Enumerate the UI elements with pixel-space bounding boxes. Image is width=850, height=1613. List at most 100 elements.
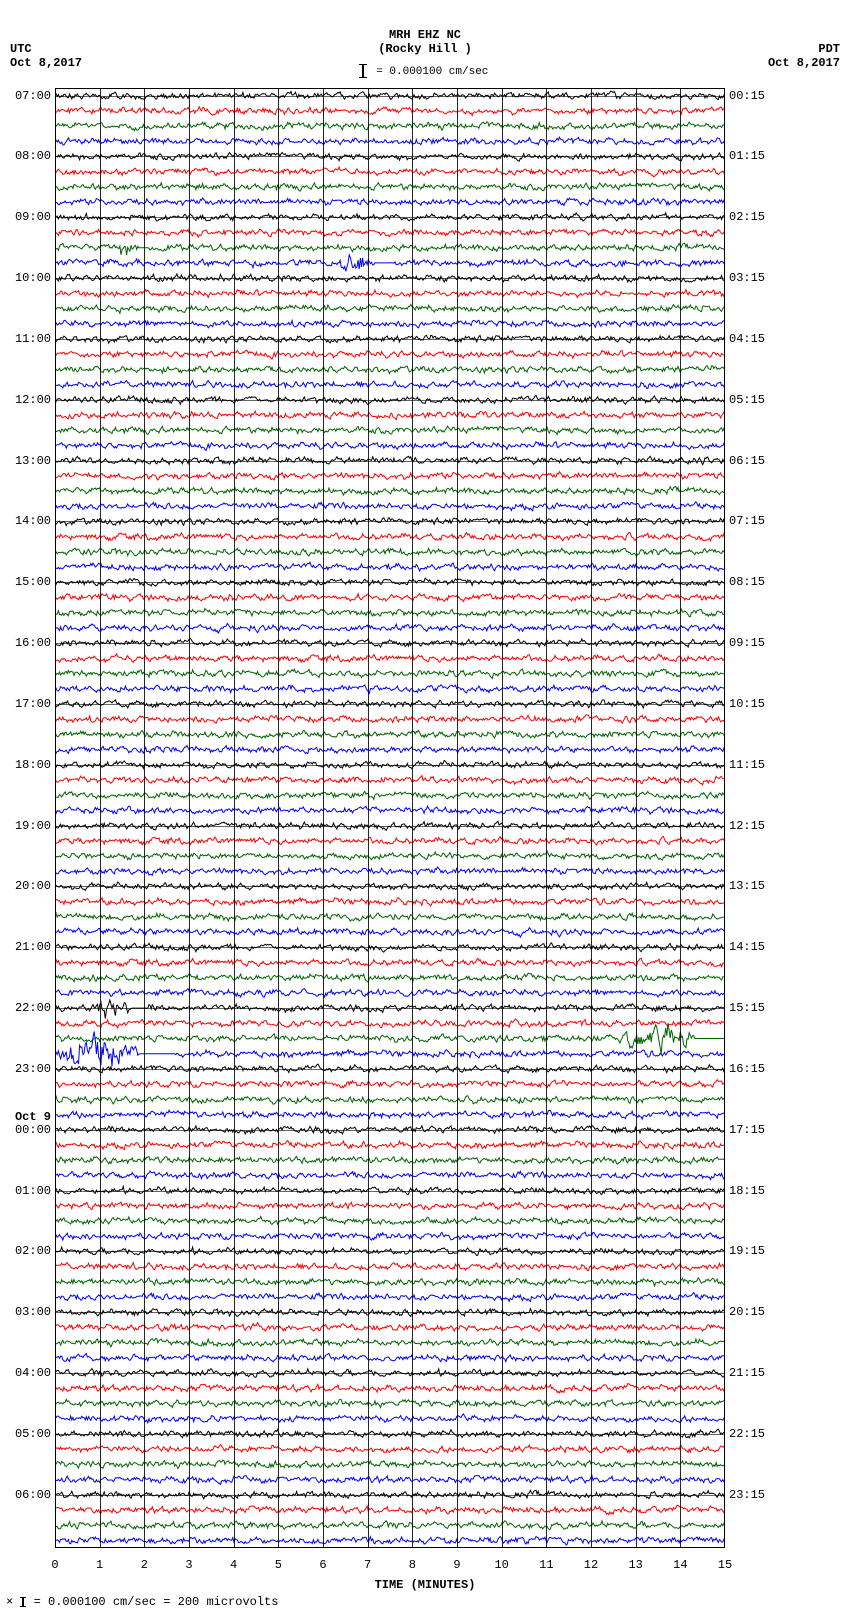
x-tick-label: 11 <box>539 1558 553 1572</box>
grid-v <box>100 88 101 1548</box>
seismic-trace <box>55 958 725 966</box>
seismic-trace <box>55 851 725 860</box>
utc-hour-label: 20:00 <box>15 879 51 893</box>
left-tz-label: UTC <box>10 42 82 56</box>
seismic-trace <box>55 1263 725 1271</box>
seismic-trace <box>55 1521 725 1530</box>
seismic-trace <box>55 1080 725 1088</box>
seismic-trace <box>55 669 725 678</box>
grid-v <box>546 88 547 1548</box>
pdt-hour-label: 07:15 <box>729 514 765 528</box>
x-tick-label: 9 <box>453 1558 460 1572</box>
seismic-trace <box>55 1216 725 1224</box>
utc-hour-label: 10:00 <box>15 271 51 285</box>
seismic-trace <box>55 442 725 451</box>
grid-v <box>278 88 279 1548</box>
seismic-trace <box>55 229 725 237</box>
seismic-trace <box>55 1278 725 1286</box>
station-line-2: (Rocky Hill ) <box>0 42 850 56</box>
seismic-trace <box>55 1460 725 1469</box>
seismic-trace <box>55 1414 725 1423</box>
pdt-hour-label: 16:15 <box>729 1062 765 1076</box>
seismic-trace <box>55 731 725 739</box>
pdt-hour-label: 17:15 <box>729 1123 765 1137</box>
seismic-trace <box>55 1110 725 1119</box>
seismic-trace <box>55 1156 725 1164</box>
seismic-trace <box>55 1445 725 1454</box>
grid-v <box>368 88 369 1548</box>
grid-h <box>55 1434 725 1435</box>
pdt-hour-label: 13:15 <box>729 879 765 893</box>
grid-v <box>636 88 637 1548</box>
pdt-hour-label: 02:15 <box>729 210 765 224</box>
seismic-trace <box>55 913 725 921</box>
seismic-trace <box>55 594 725 602</box>
grid-h <box>55 643 725 644</box>
x-tick-label: 10 <box>494 1558 508 1572</box>
seismic-trace <box>55 1537 725 1546</box>
helicorder-plot <box>55 88 725 1548</box>
pdt-hour-label: 19:15 <box>729 1244 765 1258</box>
pdt-hour-label: 04:15 <box>729 332 765 346</box>
x-tick-label: 7 <box>364 1558 371 1572</box>
seismic-trace <box>55 654 725 662</box>
grid-v <box>680 88 681 1548</box>
pdt-hour-label: 06:15 <box>729 454 765 468</box>
x-tick-label: 14 <box>673 1558 687 1572</box>
seismic-trace <box>55 472 725 480</box>
pdt-hour-label: 05:15 <box>729 393 765 407</box>
grid-v <box>323 88 324 1548</box>
pdt-hour-label: 10:15 <box>729 697 765 711</box>
grid-v <box>234 88 235 1548</box>
seismic-trace <box>55 1338 725 1347</box>
seismic-trace <box>55 1476 725 1485</box>
grid-v <box>144 88 145 1548</box>
seismic-trace <box>55 609 725 617</box>
seismic-trace <box>55 426 725 434</box>
seismic-trace <box>55 487 725 496</box>
utc-hour-label: 22:00 <box>15 1001 51 1015</box>
grid-h <box>55 1373 725 1374</box>
x-tick-label: 1 <box>96 1558 103 1572</box>
grid-h <box>55 156 725 157</box>
pdt-hour-label: 20:15 <box>729 1305 765 1319</box>
seismic-trace <box>55 1141 725 1150</box>
seismic-trace <box>55 411 725 420</box>
utc-hour-label: 05:00 <box>15 1427 51 1441</box>
pdt-hour-label: 09:15 <box>729 636 765 650</box>
seismic-trace <box>55 1505 725 1514</box>
grid-h <box>55 461 725 462</box>
grid-h <box>55 704 725 705</box>
x-tick-label: 15 <box>718 1558 732 1572</box>
trace-canvas <box>55 88 725 1548</box>
utc-hour-label: 07:00 <box>15 89 51 103</box>
footer-scale: × = 0.000100 cm/sec = 200 microvolts <box>6 1595 278 1609</box>
grid-h <box>55 1495 725 1496</box>
utc-hour-label: 01:00 <box>15 1184 51 1198</box>
seismic-trace <box>55 502 725 511</box>
seismic-trace <box>55 776 725 785</box>
seismic-trace <box>55 1023 725 1054</box>
x-tick-label: 4 <box>230 1558 237 1572</box>
seismic-trace <box>55 806 725 814</box>
seismic-trace <box>55 973 725 982</box>
utc-hour-label: 09:00 <box>15 210 51 224</box>
pdt-hour-label: 08:15 <box>729 575 765 589</box>
seismic-trace <box>55 122 725 131</box>
utc-hour-label: 11:00 <box>15 332 51 346</box>
utc-hour-label: 13:00 <box>15 454 51 468</box>
seismic-trace <box>55 791 725 799</box>
utc-hour-label: 21:00 <box>15 940 51 954</box>
pdt-hour-label: 03:15 <box>729 271 765 285</box>
seismic-trace <box>55 137 725 145</box>
grid-h <box>55 947 725 948</box>
seismic-trace <box>55 1384 725 1393</box>
utc-hour-label: 23:00 <box>15 1062 51 1076</box>
grid-h <box>55 826 725 827</box>
station-line-1: MRH EHZ NC <box>0 28 850 42</box>
pdt-hour-label: 00:15 <box>729 89 765 103</box>
seismic-trace <box>55 381 725 389</box>
seismic-trace <box>55 1202 725 1210</box>
pdt-hour-label: 12:15 <box>729 819 765 833</box>
seismic-trace <box>55 107 725 116</box>
